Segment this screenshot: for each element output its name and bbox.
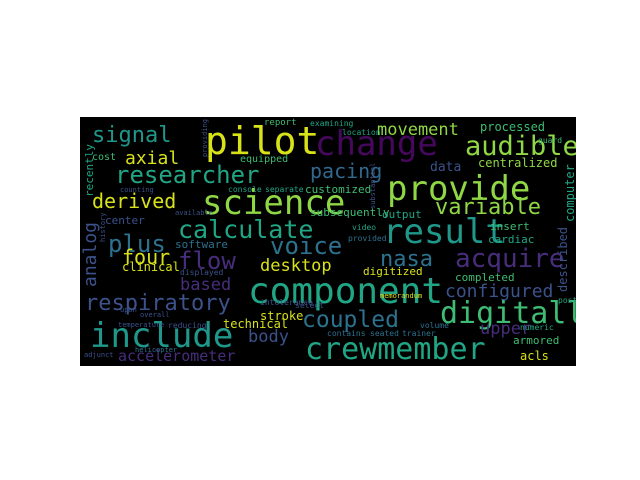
word-described: described: [556, 226, 570, 292]
word-displayed: displayed: [180, 268, 224, 277]
word-video: video: [352, 223, 377, 232]
word-volume: volume: [420, 321, 449, 330]
word-provide: provide: [387, 169, 531, 209]
word-center: center: [105, 214, 145, 227]
word-overall: overall: [140, 311, 170, 319]
word-history: history: [99, 212, 107, 242]
word-intolerance: intolerance: [260, 298, 313, 307]
word-output: output: [382, 208, 422, 221]
word-movement: movement: [377, 120, 459, 140]
word-axial: axial: [125, 148, 180, 169]
word-completed: completed: [455, 271, 515, 284]
word-plus: plus: [108, 230, 166, 258]
word-providing: providing: [201, 119, 209, 157]
word-customized: customized: [305, 183, 372, 196]
word-contains: contains: [327, 329, 366, 338]
word-examining: examining: [310, 119, 354, 128]
word-computer: computer: [563, 164, 576, 222]
word-variable: variable: [435, 195, 541, 220]
word-numeric: numeric: [520, 323, 554, 332]
word-acls: acls: [520, 349, 549, 363]
word-helicopter: helicopter: [135, 346, 178, 354]
word-signal: signal: [92, 123, 172, 148]
word-report: report: [264, 118, 297, 128]
word-acquire: acquire: [455, 244, 565, 274]
word-analog: analog: [80, 221, 101, 287]
word-upon: upon: [120, 306, 137, 314]
word-separate: separate: [265, 185, 304, 194]
word-data: data: [430, 160, 462, 175]
word-centralized: centralized: [478, 156, 558, 170]
word-accelerometer: accelerometer: [118, 347, 236, 365]
word-component: component: [248, 271, 444, 312]
word-derived: derived: [92, 189, 177, 213]
word-include: include: [90, 316, 234, 356]
word-cloud: pilot change audible signal movement pro…: [80, 117, 576, 366]
word-memorandum: memorandum: [380, 292, 423, 300]
word-post: post: [558, 296, 576, 305]
word-technical: technical: [223, 317, 289, 331]
word-stroke: stroke: [260, 309, 304, 323]
word-clinical: clinical: [122, 260, 180, 274]
word-researcher: researcher: [115, 161, 260, 189]
word-available: available: [175, 209, 213, 217]
word-pacing: pacing: [310, 159, 383, 183]
word-science: science: [202, 183, 346, 223]
word-four: four: [122, 245, 171, 269]
word-flow: flow: [178, 247, 236, 275]
word-processed: processed: [480, 120, 546, 134]
word-armored: armored: [513, 334, 560, 347]
word-memorandum: equipped: [240, 154, 289, 165]
word-voice: voice: [270, 232, 343, 260]
word-adjunct: adjunct: [84, 351, 114, 359]
word-change: change: [315, 124, 438, 164]
word-crewmember: crewmember: [305, 332, 486, 366]
word-reducing: reducing: [168, 321, 207, 330]
word-cost: cost: [92, 152, 117, 163]
word-guard: guard: [538, 136, 563, 145]
word-result: result: [383, 212, 506, 252]
word-temperature: temperature: [118, 321, 165, 329]
word-configured: configured: [445, 281, 554, 302]
word-upper: upper: [480, 319, 532, 339]
word-counting: counting: [120, 186, 154, 194]
word-insert: insert: [490, 220, 530, 233]
word-subsequently: subsequently: [310, 206, 390, 219]
word-provided: provided: [348, 234, 387, 243]
word-trainer: trainer: [402, 329, 436, 338]
word-body: body: [248, 327, 289, 347]
word-nasa: nasa: [380, 247, 433, 272]
word-console: console: [228, 185, 262, 194]
word-select: select: [295, 301, 324, 310]
word-location: location: [342, 128, 381, 137]
word-digitized: digitized: [363, 265, 423, 278]
word-coupled: coupled: [302, 307, 399, 333]
word-cardiac: cardiac: [488, 233, 535, 246]
word-seated: seated: [370, 329, 399, 338]
word-substantial: substantial: [369, 162, 377, 209]
word-desktop: desktop: [260, 256, 332, 276]
word-based: based: [180, 275, 232, 295]
word-calculate: calculate: [178, 215, 314, 244]
word-respiratory: respiratory: [85, 291, 231, 316]
word-pilot: pilot: [205, 119, 320, 163]
word-software: software: [175, 238, 228, 251]
word-audible: audible: [465, 131, 576, 162]
word-digitally: digitally: [440, 296, 576, 331]
